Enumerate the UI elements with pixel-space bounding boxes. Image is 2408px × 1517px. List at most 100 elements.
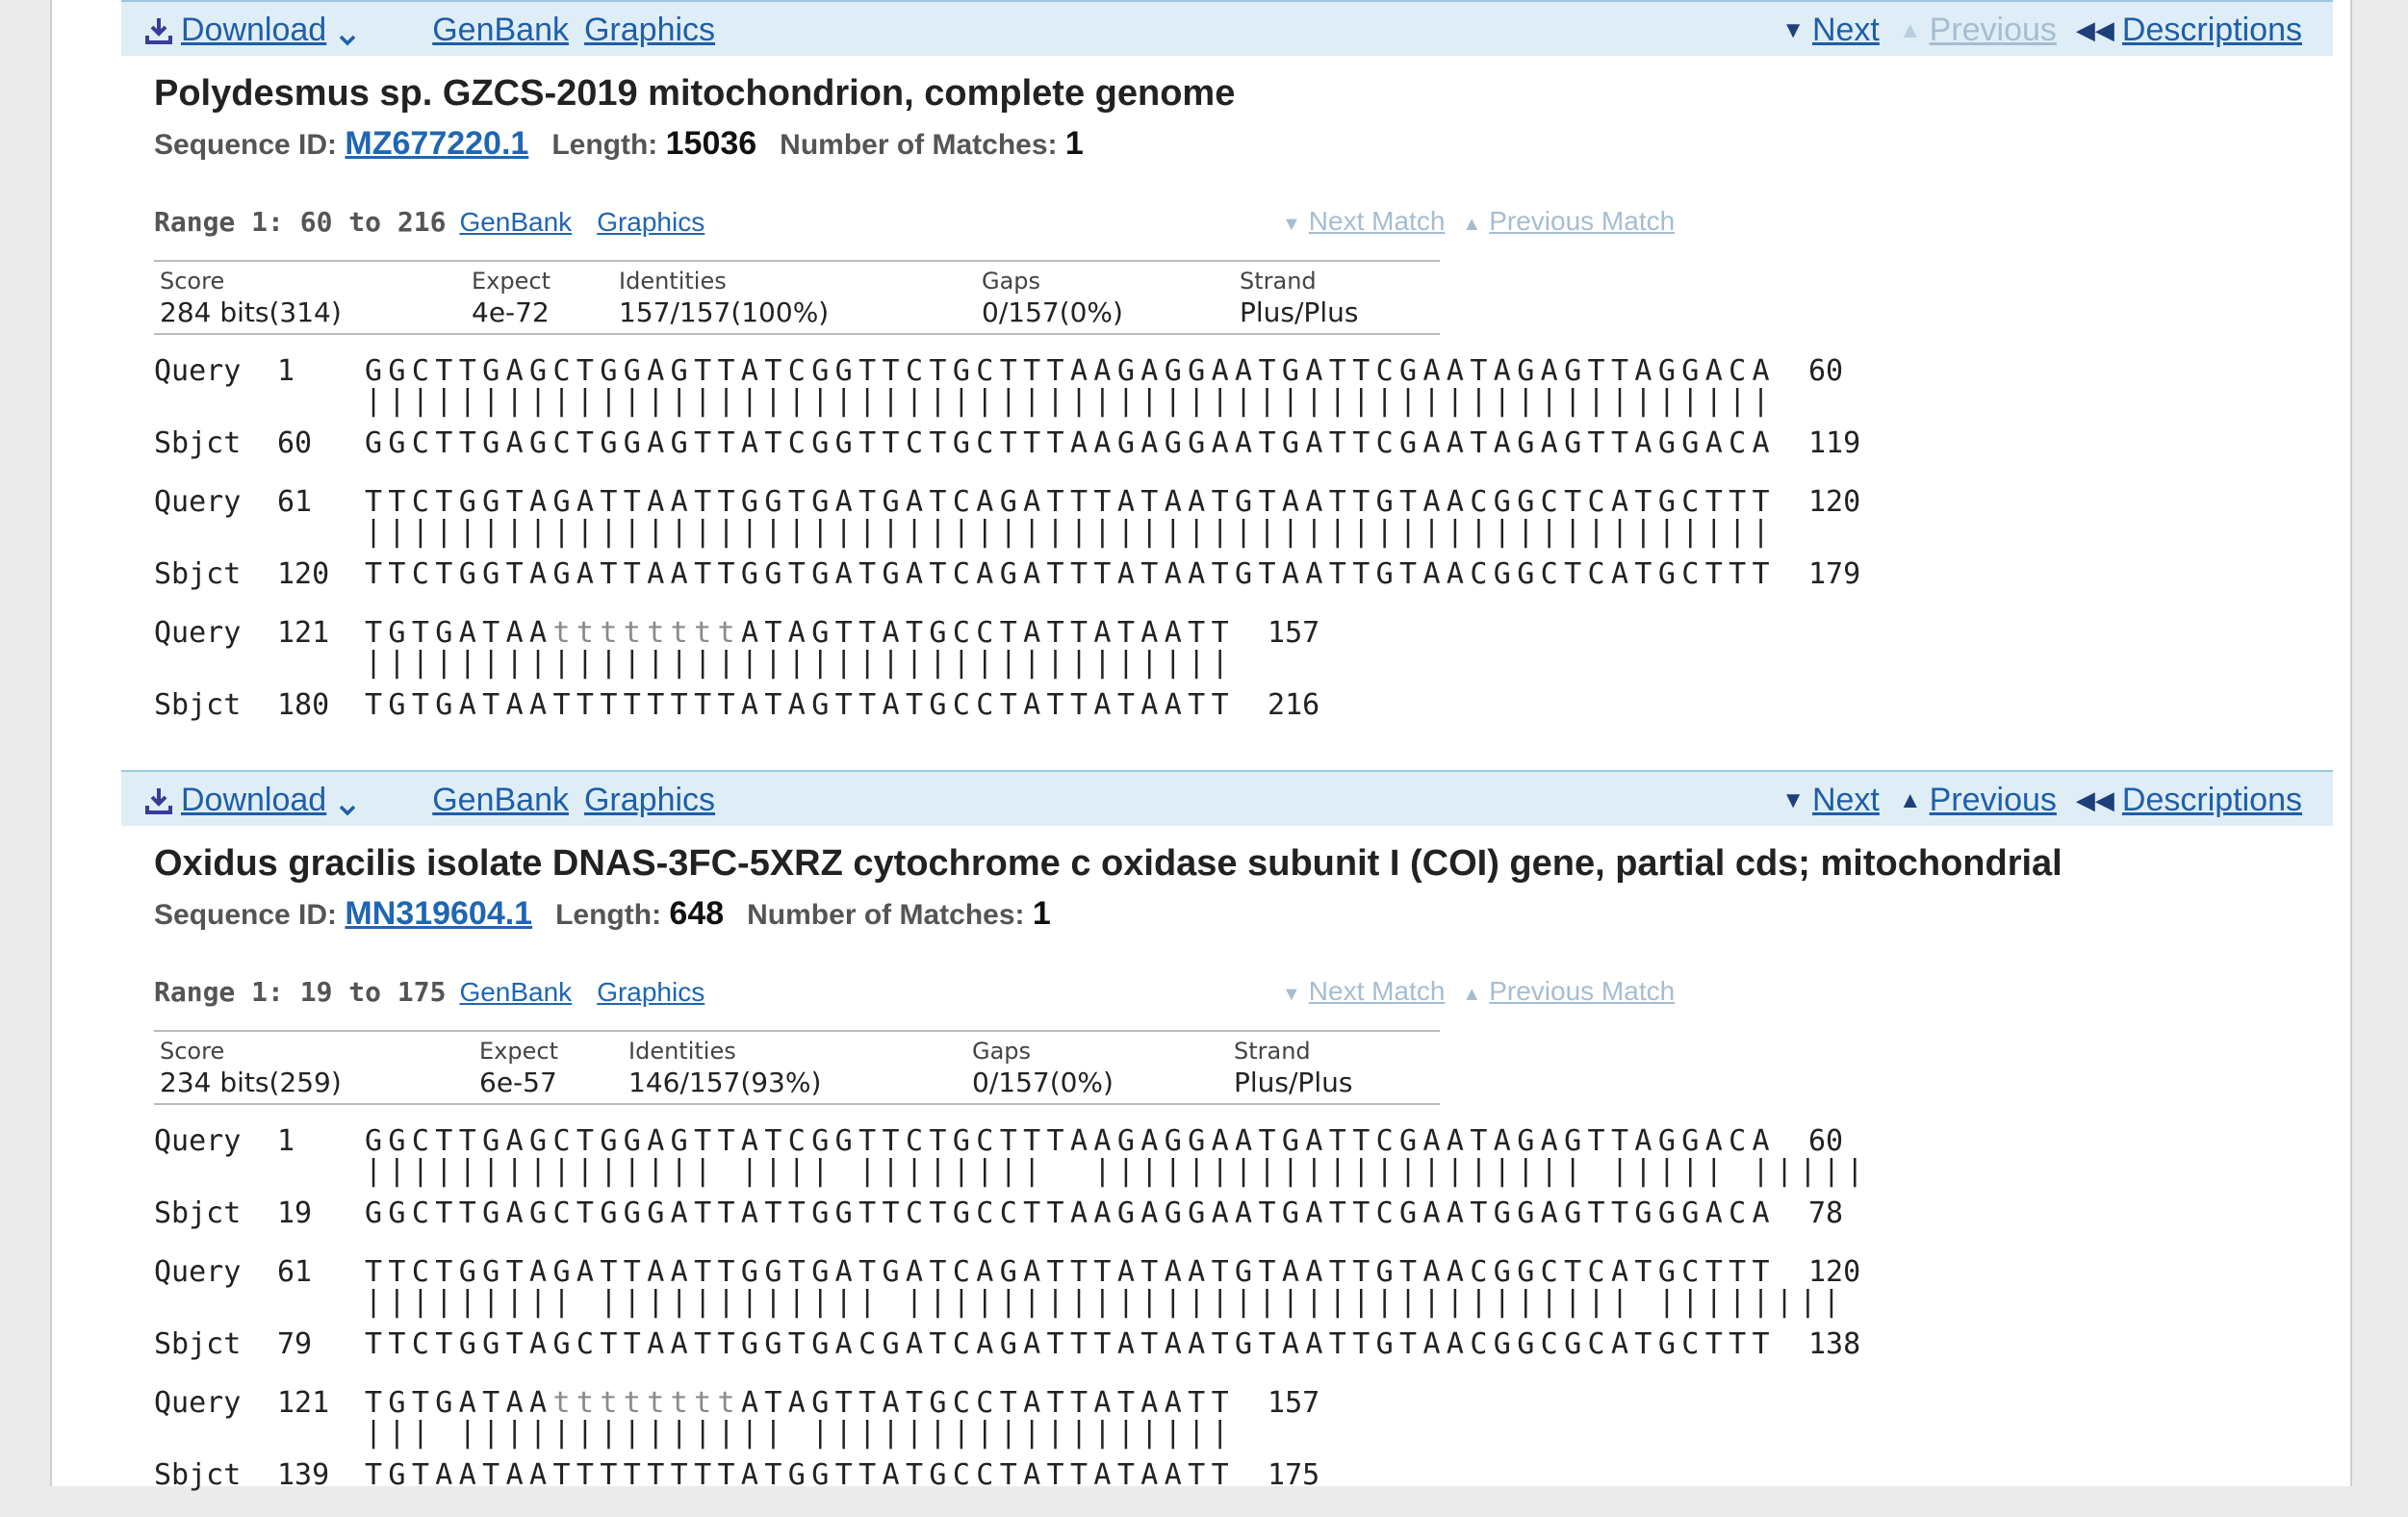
stat-header: Identities (628, 1038, 736, 1065)
stat-header: Score (160, 268, 225, 295)
sequence-id-link[interactable]: MZ677220.1 (345, 125, 529, 162)
previous-link[interactable]: Previous (1929, 12, 2057, 48)
download-icon[interactable] (144, 16, 173, 45)
triangle-up-icon: ▲ (1898, 786, 1922, 813)
triangle-down-icon: ▼ (1781, 786, 1805, 813)
subject-start: 19 (277, 1196, 313, 1230)
query-label: Query (154, 616, 242, 650)
subject-end: 138 (1808, 1327, 1861, 1361)
stat-value: 0/157(0%) (982, 296, 1123, 328)
query-sequence: GGCTTGAGCTGGAGTTATCGGTTCTGCTTTAAGAGGAATG… (365, 354, 1776, 388)
range-header: Range 1: 19 to 175 GenBank Graphics (154, 976, 704, 1008)
subject-sequence: GGCTTGAGCTGGGATTATTGGTTCTGCCTTAAGAGGAATG… (365, 1196, 1776, 1230)
subject-end: 216 (1268, 688, 1320, 722)
sequence-id-label: Sequence ID: (154, 129, 338, 161)
triangle-down-icon: ▼ (1282, 214, 1301, 235)
alignment-stats: Score 284 bits(314) Expect 4e-72 Identities 1… (154, 260, 1440, 335)
triangle-up-icon: ▲ (1462, 214, 1482, 235)
subject-sequence: TGTAATAATTTTTTTTATGGTTATGCCTATTATAATT (365, 1458, 1236, 1492)
subject-label: Sbjct (154, 426, 242, 460)
download-link[interactable]: Download (181, 12, 327, 48)
download-icon[interactable] (144, 786, 173, 815)
query-start: 121 (277, 616, 330, 650)
match-bars: ||||||||||||||||||||||||||||||||||||| (365, 646, 1236, 680)
stat-header: Identities (619, 268, 727, 295)
previous-link[interactable]: Previous (1929, 782, 2057, 818)
query-start: 1 (277, 1124, 295, 1158)
stat-header: Strand (1234, 1038, 1311, 1065)
result-title: Polydesmus sp. GZCS-2019 mitochondrion, … (154, 73, 1236, 114)
stat-expect: Expect 4e-72 (472, 262, 551, 328)
stat-value: 146/157(93%) (628, 1067, 822, 1098)
query-end: 120 (1808, 1255, 1861, 1289)
stat-gaps: Gaps 0/157(0%) (982, 262, 1123, 328)
query-sequence: TTCTGGTAGATTAATTGGTGATGATCAGATTTATAATGTA… (365, 485, 1776, 519)
subject-label: Sbjct (154, 688, 242, 722)
genbank-link[interactable]: GenBank (432, 782, 569, 818)
query-label: Query (154, 1386, 242, 1420)
alignment-stats: Score 234 bits(259) Expect 6e-57 Identities 1… (154, 1030, 1440, 1105)
previous-match-link[interactable]: Previous Match (1489, 206, 1676, 236)
subject-label: Sbjct (154, 557, 242, 591)
stat-strand: Strand Plus/Plus (1234, 1032, 1352, 1098)
stat-header: Strand (1240, 268, 1317, 295)
query-seq-part: TGTGATAA (365, 1386, 553, 1420)
descriptions-link[interactable]: Descriptions (2121, 12, 2302, 48)
range-genbank-link[interactable]: GenBank (459, 207, 573, 237)
query-start: 121 (277, 1386, 330, 1420)
next-match-link[interactable]: Next Match (1308, 206, 1446, 236)
stat-value: Plus/Plus (1240, 296, 1359, 328)
query-start: 61 (277, 485, 313, 519)
query-end: 157 (1268, 1386, 1320, 1420)
triangle-up-icon: ▲ (1462, 984, 1482, 1005)
stat-header: Gaps (982, 268, 1041, 295)
stat-gaps: Gaps 0/157(0%) (972, 1032, 1114, 1098)
range-genbank-link[interactable]: GenBank (459, 977, 573, 1007)
range-graphics-link[interactable]: Graphics (597, 207, 705, 237)
chevron-down-icon[interactable] (338, 791, 357, 815)
download-link[interactable]: Download (181, 782, 327, 818)
subject-end: 78 (1808, 1196, 1844, 1230)
descriptions-link[interactable]: Descriptions (2121, 782, 2302, 818)
subject-sequence: TGTGATAATTTTTTTTATAGTTATGCCTATTATAATT (365, 688, 1236, 722)
sequence-id-link[interactable]: MN319604.1 (345, 895, 533, 932)
subject-label: Sbjct (154, 1458, 242, 1492)
stat-value: 4e-72 (472, 296, 550, 328)
search-result: Download GenBank Graphics ▼ Next ▲ Previous ◀◀ D… (121, 770, 2333, 1492)
query-seq-part: ATAGTTATGCCTATTATAATT (740, 1386, 1236, 1420)
matches-label: Number of Matches: (780, 129, 1058, 161)
graphics-link[interactable]: Graphics (583, 12, 716, 48)
subject-label: Sbjct (154, 1196, 242, 1230)
genbank-link[interactable]: GenBank (432, 12, 569, 48)
sequence-id-label: Sequence ID: (154, 899, 338, 931)
back-to-descriptions-icon: ◀◀ (2075, 785, 2114, 814)
match-bars: ||||||||||||||||||||||||||||||||||||||||… (365, 384, 1776, 418)
graphics-link[interactable]: Graphics (583, 782, 716, 818)
stat-score: Score 234 bits(259) (160, 1032, 342, 1098)
stat-identities: Identities 146/157(93%) (628, 1032, 821, 1098)
query-start: 61 (277, 1255, 313, 1289)
subject-start: 180 (277, 688, 330, 722)
next-match-link[interactable]: Next Match (1308, 976, 1446, 1006)
stat-value: 284 bits(314) (160, 296, 342, 328)
subject-end: 119 (1808, 426, 1861, 460)
subject-start: 139 (277, 1458, 330, 1492)
stat-value: 234 bits(259) (160, 1067, 342, 1098)
result-title: Oxidus gracilis isolate DNAS-3FC-5XRZ cy… (154, 843, 2062, 884)
stat-header: Expect (472, 268, 551, 295)
stat-value: 0/157(0%) (972, 1067, 1114, 1098)
next-link[interactable]: Next (1811, 12, 1880, 48)
match-navigation: ▼ Next Match ▲ Previous Match (1282, 206, 1675, 237)
length-label: Length: (551, 129, 658, 161)
result-toolbar: Download GenBank Graphics ▼ Next ▲ Previous ◀◀ D… (121, 0, 2333, 56)
low-complexity-seq: tttttttt (552, 1386, 741, 1420)
search-result: Download GenBank Graphics ▼ Next ▲ Previous ◀◀ D… (121, 0, 2333, 722)
next-link[interactable]: Next (1811, 782, 1880, 818)
subject-start: 60 (277, 426, 313, 460)
previous-match-link[interactable]: Previous Match (1489, 976, 1676, 1006)
query-seq-part: TGTGATAA (365, 616, 553, 650)
range-graphics-link[interactable]: Graphics (597, 977, 705, 1007)
subject-end: 179 (1808, 557, 1861, 591)
chevron-down-icon[interactable] (338, 21, 357, 45)
query-seq-part: ATAGTTATGCCTATTATAATT (740, 616, 1236, 650)
